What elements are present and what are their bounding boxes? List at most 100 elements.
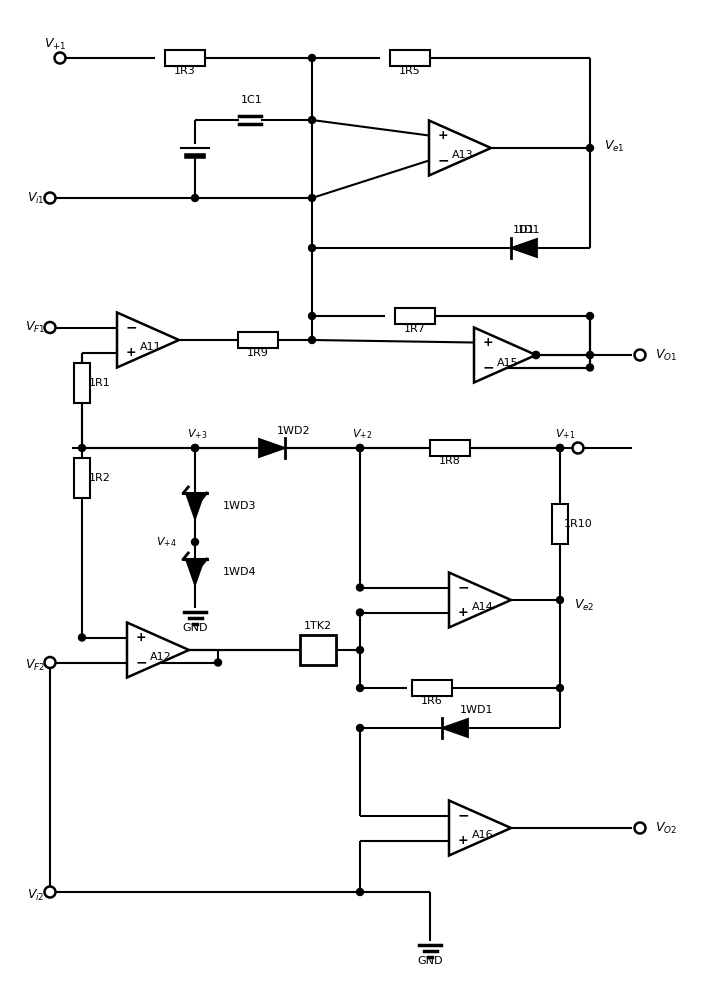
- Circle shape: [357, 724, 364, 732]
- Text: $V_{F1}$: $V_{F1}$: [25, 320, 45, 335]
- Circle shape: [635, 350, 646, 360]
- Circle shape: [44, 192, 55, 204]
- Text: +: +: [458, 834, 468, 847]
- Circle shape: [586, 312, 593, 320]
- Circle shape: [357, 609, 364, 616]
- Text: 1WD3: 1WD3: [223, 501, 256, 511]
- Polygon shape: [259, 439, 285, 457]
- Text: $V_{+2}$: $V_{+2}$: [352, 427, 372, 441]
- Text: −: −: [135, 656, 147, 670]
- Bar: [165, 50, 205, 66]
- Circle shape: [44, 886, 55, 898]
- Text: −: −: [482, 360, 494, 374]
- Circle shape: [557, 444, 564, 452]
- Text: $V_{+3}$: $V_{+3}$: [187, 427, 207, 441]
- Text: 1R7: 1R7: [404, 324, 426, 334]
- Text: $V_{i2}$: $V_{i2}$: [27, 887, 45, 903]
- Circle shape: [635, 822, 646, 834]
- Circle shape: [192, 538, 199, 546]
- Circle shape: [586, 364, 593, 371]
- Text: GND: GND: [417, 956, 443, 966]
- Circle shape: [308, 244, 315, 251]
- Text: $V_{e1}$: $V_{e1}$: [604, 138, 625, 154]
- Text: 1R3: 1R3: [174, 66, 196, 76]
- Text: $V_{O1}$: $V_{O1}$: [655, 347, 677, 363]
- Text: −: −: [437, 153, 449, 167]
- Circle shape: [308, 116, 315, 123]
- Circle shape: [573, 442, 583, 454]
- Bar: [412, 680, 452, 696]
- Text: A15: A15: [497, 358, 519, 367]
- Text: A12: A12: [150, 652, 172, 662]
- Text: 1R9: 1R9: [247, 348, 269, 358]
- Circle shape: [533, 352, 540, 359]
- Text: $V_{i1}$: $V_{i1}$: [27, 190, 45, 206]
- Polygon shape: [127, 622, 189, 678]
- Circle shape: [533, 352, 540, 359]
- Bar: [74, 362, 90, 402]
- Circle shape: [44, 657, 55, 668]
- Text: 1WD4: 1WD4: [223, 567, 257, 577]
- Bar: [74, 458, 90, 498]
- Circle shape: [79, 444, 86, 452]
- Text: $V_{O2}$: $V_{O2}$: [655, 820, 677, 836]
- Text: A11: A11: [140, 342, 162, 353]
- Text: 1R8: 1R8: [439, 456, 461, 466]
- Bar: [552, 504, 568, 544]
- Text: $V_{F2}$: $V_{F2}$: [25, 658, 45, 673]
- Text: A13: A13: [452, 150, 474, 160]
- Text: 1R5: 1R5: [399, 66, 421, 76]
- Bar: [395, 308, 435, 324]
- Bar: [430, 440, 470, 456]
- Text: $V_{+4}$: $V_{+4}$: [157, 535, 177, 549]
- Text: $V_{e2}$: $V_{e2}$: [574, 597, 595, 613]
- Circle shape: [357, 444, 364, 452]
- Text: −: −: [457, 808, 469, 822]
- Text: +: +: [135, 631, 146, 644]
- Polygon shape: [186, 493, 204, 519]
- Text: 1WD2: 1WD2: [277, 426, 310, 436]
- Text: 1R6: 1R6: [421, 696, 443, 706]
- Text: A14: A14: [472, 602, 494, 612]
- Text: 1R2: 1R2: [89, 473, 111, 483]
- Circle shape: [586, 352, 593, 359]
- Circle shape: [192, 444, 199, 452]
- Polygon shape: [511, 239, 537, 257]
- Circle shape: [308, 54, 315, 62]
- Circle shape: [192, 194, 199, 202]
- Circle shape: [357, 444, 364, 452]
- Circle shape: [557, 596, 564, 603]
- Text: 1D1: 1D1: [512, 225, 535, 235]
- Circle shape: [79, 634, 86, 641]
- Text: +: +: [458, 606, 468, 619]
- Text: $V_{+1}$: $V_{+1}$: [555, 427, 575, 441]
- Circle shape: [557, 684, 564, 692]
- Polygon shape: [186, 559, 204, 585]
- Circle shape: [308, 312, 315, 320]
- Text: +: +: [126, 346, 136, 359]
- Text: 1C1: 1C1: [241, 95, 263, 105]
- Circle shape: [357, 888, 364, 896]
- Text: 1D1: 1D1: [518, 225, 541, 235]
- Text: −: −: [125, 320, 137, 334]
- Text: 1TK2: 1TK2: [304, 621, 332, 631]
- Circle shape: [557, 444, 564, 452]
- Text: GND: GND: [183, 623, 208, 633]
- Circle shape: [192, 444, 199, 452]
- Bar: [390, 50, 430, 66]
- Polygon shape: [449, 572, 511, 628]
- Circle shape: [308, 336, 315, 344]
- Circle shape: [308, 194, 315, 202]
- Text: A16: A16: [472, 830, 494, 840]
- Circle shape: [357, 584, 364, 591]
- Text: +: +: [483, 336, 494, 349]
- Circle shape: [44, 322, 55, 333]
- Circle shape: [215, 659, 222, 666]
- Text: +: +: [437, 129, 449, 142]
- Text: 1R10: 1R10: [564, 519, 592, 529]
- Polygon shape: [474, 328, 536, 382]
- Text: $V_{+1}$: $V_{+1}$: [44, 36, 66, 52]
- Polygon shape: [429, 120, 491, 176]
- Bar: [300, 635, 336, 665]
- Circle shape: [357, 647, 364, 654]
